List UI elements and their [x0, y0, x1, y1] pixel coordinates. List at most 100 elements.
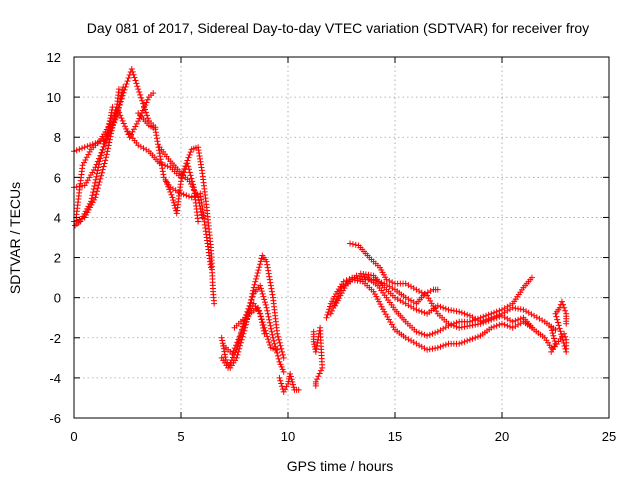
data-point	[97, 175, 104, 182]
data-point	[188, 175, 195, 182]
data-point	[319, 364, 326, 371]
axis-ticks	[73, 56, 610, 419]
data-point	[274, 330, 281, 337]
data-point	[180, 172, 187, 179]
data-point	[424, 289, 431, 296]
data-point	[123, 80, 130, 87]
data-point	[94, 170, 101, 177]
data-point	[434, 302, 441, 309]
data-point	[152, 126, 159, 133]
data-point	[280, 388, 287, 395]
data-point	[108, 127, 115, 134]
data-point	[377, 301, 384, 308]
data-point	[99, 149, 106, 156]
data-point	[241, 322, 248, 329]
data-point	[226, 362, 233, 369]
data-point	[166, 186, 173, 193]
data-point	[107, 118, 114, 125]
data-point	[265, 313, 272, 320]
data-point	[562, 307, 569, 314]
data-point	[185, 163, 192, 170]
y-tick-label: 0	[54, 291, 61, 306]
data-point	[482, 316, 489, 323]
data-point	[90, 189, 97, 196]
data-point	[90, 186, 97, 193]
data-point	[554, 316, 561, 323]
data-point	[477, 318, 484, 325]
data-point	[170, 199, 177, 206]
data-point	[528, 274, 535, 281]
data-point	[548, 324, 555, 331]
data-point	[480, 317, 487, 324]
data-point	[295, 386, 302, 393]
data-point	[416, 342, 423, 349]
data-point	[466, 322, 473, 329]
data-point	[264, 310, 271, 317]
data-point	[337, 292, 344, 299]
y-tick-labels: -6 -4 -2 0 2 4 6 8 10 12	[47, 50, 61, 426]
data-point	[351, 277, 358, 284]
data-point	[264, 261, 271, 268]
data-point	[87, 142, 94, 149]
data-point	[453, 308, 460, 315]
data-point	[405, 336, 412, 343]
data-point	[268, 285, 275, 292]
data-point	[418, 308, 425, 315]
data-point	[138, 94, 145, 101]
data-point	[496, 311, 503, 318]
data-point	[79, 162, 86, 169]
data-point	[94, 167, 101, 174]
data-point	[507, 317, 514, 324]
data-point	[550, 332, 557, 339]
data-point	[85, 206, 92, 213]
data-point	[552, 326, 559, 333]
data-point	[156, 150, 163, 157]
data-point	[153, 135, 160, 142]
data-point	[317, 367, 324, 374]
data-point	[450, 307, 457, 314]
data-point	[469, 335, 476, 342]
data-point	[512, 317, 519, 324]
data-point	[434, 328, 441, 335]
data-point	[199, 214, 206, 221]
data-point	[434, 344, 441, 351]
data-point	[93, 173, 100, 180]
data-point	[268, 325, 275, 332]
data-point	[450, 322, 457, 329]
x-tick-label: 25	[602, 429, 616, 444]
data-point	[466, 336, 473, 343]
data-point	[239, 327, 246, 334]
data-point	[341, 285, 348, 292]
data-point	[490, 313, 497, 320]
data-point	[456, 324, 463, 331]
data-point	[456, 340, 463, 347]
data-point	[170, 197, 177, 204]
data-point	[563, 348, 570, 355]
data-point	[133, 120, 140, 127]
data-point	[150, 90, 157, 97]
data-point	[405, 296, 412, 303]
data-point	[184, 160, 191, 167]
data-point	[336, 295, 343, 302]
data-point	[313, 345, 320, 352]
data-point	[485, 315, 492, 322]
data-point	[277, 377, 284, 384]
data-point	[259, 290, 266, 297]
data-point	[143, 99, 150, 106]
data-point	[265, 270, 272, 277]
data-point	[266, 339, 273, 346]
data-point	[426, 346, 433, 353]
data-point	[558, 298, 565, 305]
data-point	[131, 74, 138, 81]
data-point	[158, 162, 165, 169]
data-point	[242, 319, 249, 326]
data-point	[109, 124, 116, 131]
grid	[74, 57, 609, 418]
data-point	[255, 267, 262, 274]
data-point	[229, 354, 236, 361]
data-point	[312, 348, 319, 355]
data-point	[129, 128, 136, 135]
data-point	[269, 291, 276, 298]
data-point	[383, 276, 390, 283]
data-point	[340, 287, 347, 294]
